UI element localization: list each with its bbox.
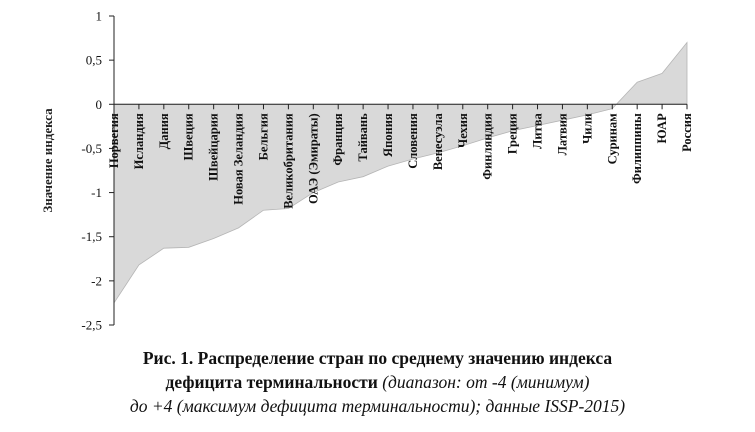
category-label: Норвегия xyxy=(107,113,121,168)
figure-caption: Рис. 1. Распределение стран по среднему … xyxy=(0,346,755,418)
chart-area-layer xyxy=(113,41,688,305)
category-label: Дания xyxy=(157,113,171,149)
caption-line3: до +4 (максимум дефицита терминальности)… xyxy=(129,396,626,416)
category-label: Япония xyxy=(381,113,395,157)
y-tick-label: -1,5 xyxy=(81,229,102,244)
y-tick-labels: 1 0,5 0 -0,5 -1 -1,5 -2 -2,5 xyxy=(81,9,102,333)
chart-axes xyxy=(109,15,688,326)
y-tick-label: -2,5 xyxy=(81,318,102,333)
category-label: Словения xyxy=(406,113,420,169)
category-label: Великобритания xyxy=(281,113,295,209)
category-label: Греция xyxy=(506,113,520,154)
caption-line2-bold: дефицита терминальности xyxy=(165,372,378,392)
chart: 1 0,5 0 -0,5 -1 -1,5 -2 -2,5 Норвегия Исландия Да… xyxy=(40,9,694,333)
category-label: Литва xyxy=(531,113,545,149)
caption-line1: Рис. 1. Распределение стран по среднему … xyxy=(142,348,613,368)
category-label: Новая Зеландия xyxy=(232,113,246,205)
y-tick-label: -2 xyxy=(91,273,102,288)
y-tick-label: 0 xyxy=(96,97,103,112)
category-label: Бельгия xyxy=(256,113,270,160)
category-label: Швеция xyxy=(182,113,196,160)
category-labels: Норвегия Исландия Дания Швеция Швейцария Нова… xyxy=(107,113,694,209)
y-tick-label: -0,5 xyxy=(81,141,102,156)
category-label: Швейцария xyxy=(207,113,221,181)
category-label: Финляндия xyxy=(481,113,495,180)
category-label: Латвия xyxy=(555,113,569,155)
y-tick-label: 0,5 xyxy=(86,53,102,68)
y-tick-label: 1 xyxy=(96,9,103,24)
category-label: Тайвань xyxy=(356,113,370,162)
category-label: Чехия xyxy=(456,113,470,148)
category-label: ЮАР xyxy=(655,113,669,144)
caption-line2-italic: (диапазон: от -4 (минимум) xyxy=(377,372,590,392)
y-axis-label: Значение индекса xyxy=(40,108,55,213)
category-label: Россия xyxy=(680,113,694,152)
category-label: Исландия xyxy=(132,113,146,169)
category-label: Филиппины xyxy=(630,113,644,184)
category-label: Чили xyxy=(580,113,594,144)
y-tick-label: -1 xyxy=(91,185,102,200)
category-label: Суринам xyxy=(605,113,619,165)
category-label: ОАЭ (Эмираты) xyxy=(306,113,320,204)
category-label: Франция xyxy=(331,113,345,166)
area-series xyxy=(113,41,688,305)
category-label: Венесуэла xyxy=(431,113,445,171)
